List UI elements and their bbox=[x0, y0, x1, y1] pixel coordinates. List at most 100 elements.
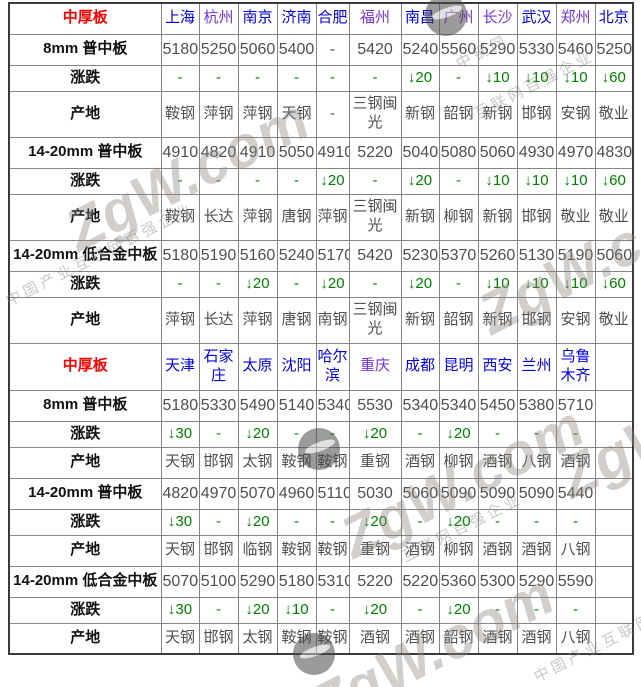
price-cell: 5030 bbox=[348, 477, 402, 510]
price-cell: 5710 bbox=[555, 389, 596, 422]
city-header-cell[interactable]: 南昌 bbox=[400, 2, 440, 35]
city-header-cell[interactable]: 乌鲁木齐 bbox=[555, 342, 596, 391]
row-label-cell: 涨跌 bbox=[8, 167, 162, 195]
change-cell: ↓60 bbox=[594, 167, 634, 195]
city-header-cell[interactable]: 上海 bbox=[160, 2, 200, 35]
origin-cell: 萍钢 bbox=[237, 296, 278, 344]
city-header-cell[interactable]: 广州 bbox=[438, 2, 479, 35]
change-cell: - bbox=[315, 596, 350, 624]
change-cell: - bbox=[516, 420, 557, 448]
price-cell: 5310 bbox=[315, 565, 350, 598]
city-header-cell[interactable]: 北京 bbox=[594, 2, 634, 35]
table-row: 14-20mm 普中板49104820491050504910522050405… bbox=[8, 136, 634, 169]
origin-cell: 新钢 bbox=[477, 90, 518, 138]
change-cell: - bbox=[276, 64, 317, 92]
origin-cell: 柳钢 bbox=[438, 446, 479, 479]
origin-cell: 酒钢 bbox=[516, 622, 557, 655]
origin-cell: 萍钢 bbox=[198, 90, 239, 138]
change-cell bbox=[594, 420, 634, 448]
city-header-cell[interactable]: 天津 bbox=[160, 342, 200, 391]
city-header-cell[interactable]: 长沙 bbox=[477, 2, 518, 35]
origin-cell: 邯钢 bbox=[198, 446, 239, 479]
origin-cell: 天钢 bbox=[160, 446, 200, 479]
origin-cell: 新钢 bbox=[400, 296, 440, 344]
table-row: 涨跌 - - - - - - ↓20- ↓10 ↓10 ↓10 ↓60 bbox=[8, 64, 634, 92]
change-cell: ↓30 bbox=[160, 596, 200, 624]
change-cell: - bbox=[198, 420, 239, 448]
table-row: 涨跌 - - - - ↓20- ↓20- ↓10 ↓10 ↓10 ↓60 bbox=[8, 167, 634, 195]
city-header-cell[interactable]: 武汉 bbox=[516, 2, 557, 35]
change-cell: - bbox=[276, 270, 317, 298]
city-header-cell[interactable]: 沈阳 bbox=[276, 342, 317, 391]
city-header-cell[interactable]: 合肥 bbox=[315, 2, 350, 35]
origin-cell: 萍钢 bbox=[237, 193, 278, 241]
price-cell: 5220 bbox=[400, 565, 440, 598]
change-cell: ↓20 bbox=[237, 596, 278, 624]
change-cell bbox=[594, 596, 634, 624]
change-cell: ↓10 bbox=[555, 167, 596, 195]
change-cell: ↓20 bbox=[315, 270, 350, 298]
price-cell: 5050 bbox=[276, 136, 317, 169]
price-cell bbox=[594, 477, 634, 510]
price-cell: 5110 bbox=[315, 477, 350, 510]
city-header-cell[interactable]: 济南 bbox=[276, 2, 317, 35]
origin-cell: 鞍钢 bbox=[315, 534, 350, 567]
city-header-cell[interactable]: 重庆 bbox=[348, 342, 402, 391]
city-header-cell[interactable]: 郑州 bbox=[555, 2, 596, 35]
city-header-cell[interactable]: 杭州 bbox=[198, 2, 239, 35]
section-title-cell: 中厚板 bbox=[8, 2, 162, 35]
city-header-cell[interactable]: 石家庄 bbox=[198, 342, 239, 391]
change-cell: ↓20 bbox=[237, 508, 278, 536]
change-cell: ↓30 bbox=[160, 420, 200, 448]
origin-cell: 鞍钢 bbox=[160, 193, 200, 241]
price-cell: 5070 bbox=[237, 477, 278, 510]
change-cell: ↓20 bbox=[400, 64, 440, 92]
change-cell: - bbox=[477, 508, 518, 536]
price-cell: 5040 bbox=[400, 136, 440, 169]
city-header-cell[interactable]: 福州 bbox=[348, 2, 402, 35]
price-cell: 5090 bbox=[438, 477, 479, 510]
change-cell: - bbox=[477, 596, 518, 624]
city-header-cell[interactable]: 兰州 bbox=[516, 342, 557, 391]
price-cell: 5140 bbox=[276, 389, 317, 422]
origin-cell: 新钢 bbox=[477, 296, 518, 344]
change-cell: - bbox=[160, 270, 200, 298]
origin-cell: 酒钢 bbox=[348, 622, 402, 655]
origin-cell: 三钢闽光 bbox=[348, 296, 402, 344]
change-cell: - bbox=[555, 420, 596, 448]
change-cell: - bbox=[276, 420, 317, 448]
price-cell: 5420 bbox=[348, 239, 402, 272]
city-header-cell[interactable]: 南京 bbox=[237, 2, 278, 35]
price-cell: 5240 bbox=[276, 239, 317, 272]
price-cell: 5340 bbox=[438, 389, 479, 422]
change-cell: ↓10 bbox=[477, 64, 518, 92]
empty-header-cell bbox=[594, 342, 634, 391]
city-header-cell[interactable]: 成都 bbox=[400, 342, 440, 391]
origin-cell: 酒钢 bbox=[477, 446, 518, 479]
change-cell: - bbox=[438, 167, 479, 195]
city-header-cell[interactable]: 昆明 bbox=[438, 342, 479, 391]
origin-cell: 太钢 bbox=[237, 622, 278, 655]
row-label-cell: 产地 bbox=[8, 296, 162, 344]
origin-cell: 敬业 bbox=[555, 193, 596, 241]
change-cell: - bbox=[477, 420, 518, 448]
origin-cell: 唐钢 bbox=[276, 296, 317, 344]
change-cell: - bbox=[555, 596, 596, 624]
change-cell: - bbox=[555, 508, 596, 536]
table-row: 涨跌 ↓30- ↓20 ↓10- ↓20- ↓20- - - bbox=[8, 596, 634, 624]
row-label-cell: 8mm 普中板 bbox=[8, 389, 162, 422]
table-row: 14-20mm 低合金中板518051905160524051705420523… bbox=[8, 239, 634, 272]
table-row: 14-20mm 低合金中板507051005290518053105220522… bbox=[8, 565, 634, 598]
price-cell: 5060 bbox=[477, 136, 518, 169]
price-cell: 5440 bbox=[555, 477, 596, 510]
change-cell: ↓20 bbox=[438, 508, 479, 536]
city-header-cell[interactable]: 太原 bbox=[237, 342, 278, 391]
change-cell: ↓10 bbox=[555, 64, 596, 92]
price-cell: 5060 bbox=[594, 239, 634, 272]
origin-cell: 邯钢 bbox=[516, 296, 557, 344]
price-cell: 4970 bbox=[198, 477, 239, 510]
city-header-cell[interactable]: 西安 bbox=[477, 342, 518, 391]
price-cell: 5290 bbox=[477, 33, 518, 66]
city-header-cell[interactable]: 哈尔滨 bbox=[315, 342, 350, 391]
price-cell: 5290 bbox=[516, 565, 557, 598]
